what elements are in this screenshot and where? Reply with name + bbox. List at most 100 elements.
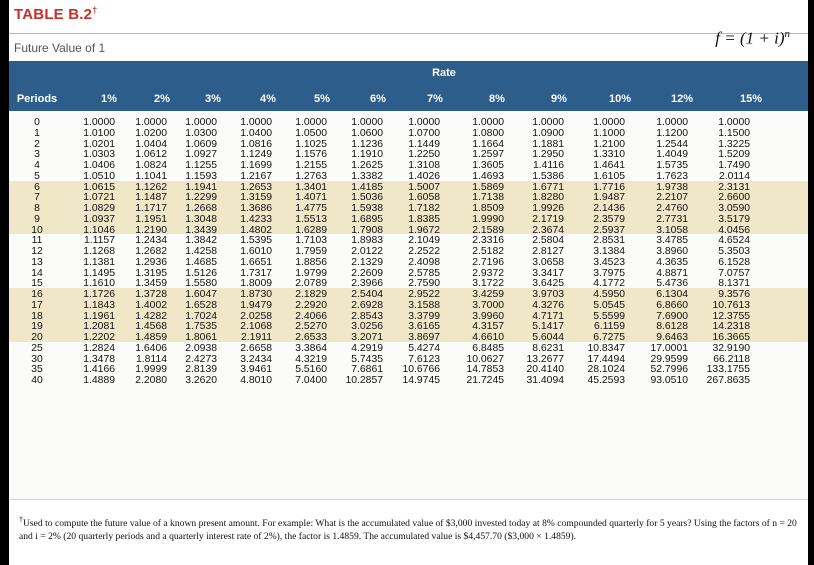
value-cell: 1.7024 <box>185 310 217 322</box>
value-cell: 2.5804 <box>532 235 564 247</box>
value-cell: 3.6165 <box>408 321 440 333</box>
table-row: 18 1.1961 1.4282 1.7024 2.0258 2.4066 2.8543 3.… <box>9 310 808 323</box>
period-cell: 7 <box>34 192 40 204</box>
value-cell: 1.8730 <box>240 289 272 300</box>
value-cell: 5.1417 <box>532 321 564 333</box>
value-cell: 1.1717 <box>135 203 167 214</box>
value-cell: 5.4736 <box>656 278 688 290</box>
value-cell: 2.3966 <box>351 278 383 290</box>
table-row: 8 1.0829 1.1717 1.2668 1.3686 1.4775 1.5938 1.7… <box>9 203 808 215</box>
value-cell: 1.7138 <box>472 192 504 204</box>
value-cell: 2.8127 <box>532 246 564 257</box>
value-cell: 45.2593 <box>587 375 625 386</box>
value-cell: 1.2625 <box>351 160 383 171</box>
rate-header-8pct: 8% <box>489 93 505 105</box>
value-cell: 1.4258 <box>185 246 217 257</box>
value-cell: 2.8543 <box>351 310 383 322</box>
value-cell: 1.1951 <box>135 213 167 225</box>
value-cell: 4.3276 <box>532 299 564 311</box>
value-cell: 7.0400 <box>295 375 327 386</box>
table-row: 20 1.2202 1.4859 1.8061 2.1911 2.6533 3.2071 3.… <box>9 332 808 344</box>
period-cell: 19 <box>31 321 43 333</box>
value-cell: 1.0000 <box>472 117 504 128</box>
value-cell: 66.2118 <box>713 353 750 365</box>
value-cell: 1.0000 <box>135 117 167 128</box>
value-cell: 1.0303 <box>83 149 115 161</box>
value-cell: 1.7317 <box>240 267 272 279</box>
value-cell: 1.8061 <box>185 332 217 343</box>
value-cell: 93.0510 <box>650 375 688 386</box>
value-cell: 1.2597 <box>472 149 504 161</box>
value-cell: 31.4094 <box>526 375 564 386</box>
value-cell: 2.3579 <box>593 213 625 225</box>
table-row: 2 1.0201 1.0404 1.0609 1.0816 1.1025 1.1236 1.1… <box>9 138 808 151</box>
value-cell: 1.9799 <box>295 267 327 279</box>
value-cell: 2.5785 <box>408 267 440 279</box>
value-cell: 1.2763 <box>295 170 327 182</box>
value-cell: 2.4273 <box>185 353 217 365</box>
value-cell: 1.5007 <box>408 181 440 193</box>
value-cell: 1.0615 <box>83 181 115 193</box>
value-cell: 14.7853 <box>466 364 504 376</box>
value-cell: 1.1910 <box>351 149 383 161</box>
rate-header-7pct: 7% <box>427 93 443 105</box>
value-cell: 1.4775 <box>295 203 327 214</box>
value-cell: 2.2080 <box>135 375 167 386</box>
value-cell: 4.0456 <box>718 224 750 236</box>
row-band <box>9 234 808 288</box>
value-cell: 7.6900 <box>656 310 688 322</box>
period-cell: 15 <box>31 278 43 290</box>
footnote: †Used to compute the future value of a k… <box>9 499 808 555</box>
value-cell: 1.1236 <box>351 138 383 150</box>
formula: f = (1 + i)n <box>715 28 790 48</box>
value-cell: 1.2299 <box>185 192 217 204</box>
value-cell: 1.2653 <box>240 181 272 193</box>
value-cell: 1.2190 <box>135 224 167 236</box>
value-cell: 1.0000 <box>83 117 115 128</box>
value-cell: 1.4185 <box>351 181 383 193</box>
value-cell: 1.6528 <box>185 299 217 311</box>
value-cell: 1.1487 <box>135 192 167 204</box>
value-cell: 1.1593 <box>185 170 217 182</box>
value-cell: 4.8010 <box>240 375 272 386</box>
value-cell: 3.4523 <box>593 256 625 268</box>
value-cell: 2.2522 <box>408 246 440 257</box>
value-cell: 4.6524 <box>718 235 750 247</box>
value-cell: 1.0000 <box>351 117 383 128</box>
value-cell: 1.0300 <box>185 127 217 139</box>
value-cell: 3.7000 <box>472 299 504 311</box>
table-row: 19 1.2081 1.4568 1.7535 2.1068 2.5270 3.0256 3.… <box>9 322 808 333</box>
value-cell: 28.1024 <box>587 364 625 376</box>
period-cell: 16 <box>31 289 43 300</box>
value-cell: 10.6766 <box>402 364 440 376</box>
value-cell: 1.3159 <box>240 192 272 204</box>
value-cell: 4.8871 <box>656 267 688 279</box>
value-cell: 1.3842 <box>185 235 217 247</box>
value-cell: 1.0816 <box>240 138 272 150</box>
rate-group-header: Rate <box>432 67 456 79</box>
value-cell: 1.2682 <box>135 246 167 257</box>
row-band <box>9 180 808 235</box>
value-cell: 1.5869 <box>472 181 504 193</box>
value-cell: 1.1255 <box>185 160 217 171</box>
value-cell: 1.0200 <box>135 127 167 139</box>
value-cell: 1.2434 <box>135 235 167 247</box>
value-cell: 1.3108 <box>408 160 440 171</box>
value-cell: 2.4066 <box>295 310 327 322</box>
value-cell: 1.1268 <box>83 246 115 257</box>
value-cell: 1.3310 <box>593 149 625 161</box>
table-row: 4 1.0406 1.0824 1.1255 1.1699 1.2155 1.2625 1.3… <box>9 160 808 172</box>
value-cell: 2.1589 <box>472 224 504 236</box>
value-cell: 1.7908 <box>351 224 383 236</box>
value-cell: 3.2434 <box>240 353 272 365</box>
value-cell: 2.1829 <box>295 289 327 300</box>
table-row: 3 1.0303 1.0612 1.0927 1.1249 1.1576 1.1910 1.2… <box>9 150 808 161</box>
value-cell: 1.1843 <box>83 299 115 311</box>
value-cell: 3.0590 <box>718 203 750 214</box>
value-cell: 2.0789 <box>295 278 327 290</box>
value-cell: 1.5209 <box>718 149 750 161</box>
rate-header-6pct: 6% <box>370 93 386 105</box>
value-cell: 2.3674 <box>532 224 564 236</box>
value-cell: 4.3219 <box>295 353 327 365</box>
value-cell: 1.2824 <box>83 342 115 354</box>
